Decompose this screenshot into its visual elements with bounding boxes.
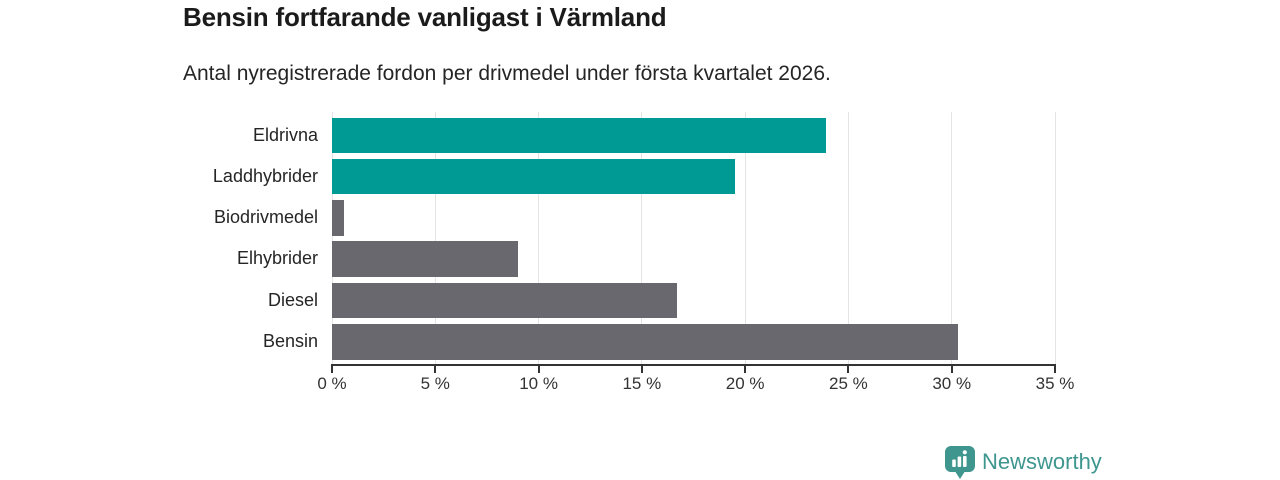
x-tick-35 [1054, 366, 1056, 373]
x-tick-label-0: 0 % [317, 374, 347, 393]
x-axis-line [331, 364, 1056, 366]
bar-diesel [332, 282, 677, 319]
gridline-30 [951, 112, 953, 364]
x-tick-label-35: 35 % [1035, 374, 1075, 393]
gridline-5 [434, 112, 436, 364]
bar-elhybrider [332, 241, 518, 277]
gridline-25 [847, 112, 849, 364]
newsworthy-logo: Newsworthy [945, 446, 1102, 480]
bar-label-diesel: Diesel [267, 289, 318, 310]
gridline-15 [641, 112, 643, 364]
bar-label-biodrivmedel: Biodrivmedel [213, 207, 318, 228]
x-tick-30 [950, 366, 953, 373]
bar-chart-pin-icon [945, 446, 975, 480]
x-tick-20 [744, 366, 747, 373]
x-tick-label-25: 25 % [829, 374, 868, 393]
bar-label-elhybrider: Elhybrider [236, 248, 318, 269]
gridline-0 [331, 112, 333, 364]
x-tick-label-5: 5 % [420, 374, 450, 393]
x-tick-15 [640, 366, 643, 373]
x-tick-10 [537, 366, 540, 373]
bar-biodrivmedel [332, 200, 345, 236]
bar-bensin [332, 324, 958, 360]
gridline-10 [538, 112, 540, 364]
x-tick-label-15: 15 % [622, 374, 662, 393]
newsworthy-logo-text: Newsworthy [982, 449, 1102, 474]
bar-laddhybrider [332, 158, 735, 195]
gridline-35 [1054, 112, 1056, 364]
chart-subtitle: Antal nyregistrerade fordon per drivmede… [183, 62, 831, 85]
bar-label-laddhybrider: Laddhybrider [212, 165, 318, 186]
x-tick-label-30: 30 % [932, 374, 972, 393]
bar-eldrivna [332, 117, 826, 153]
page-title: Bensin fortfarande vanligast i Värmland [183, 2, 667, 32]
x-tick-0 [331, 366, 333, 373]
bar-label-eldrivna: Eldrivna [252, 124, 318, 145]
x-tick-label-10: 10 % [519, 374, 558, 393]
x-tick-label-20: 20 % [725, 374, 765, 393]
x-tick-25 [847, 366, 850, 373]
x-tick-5 [434, 366, 437, 373]
gridline-20 [744, 112, 746, 364]
bar-label-bensin: Bensin [262, 331, 318, 351]
